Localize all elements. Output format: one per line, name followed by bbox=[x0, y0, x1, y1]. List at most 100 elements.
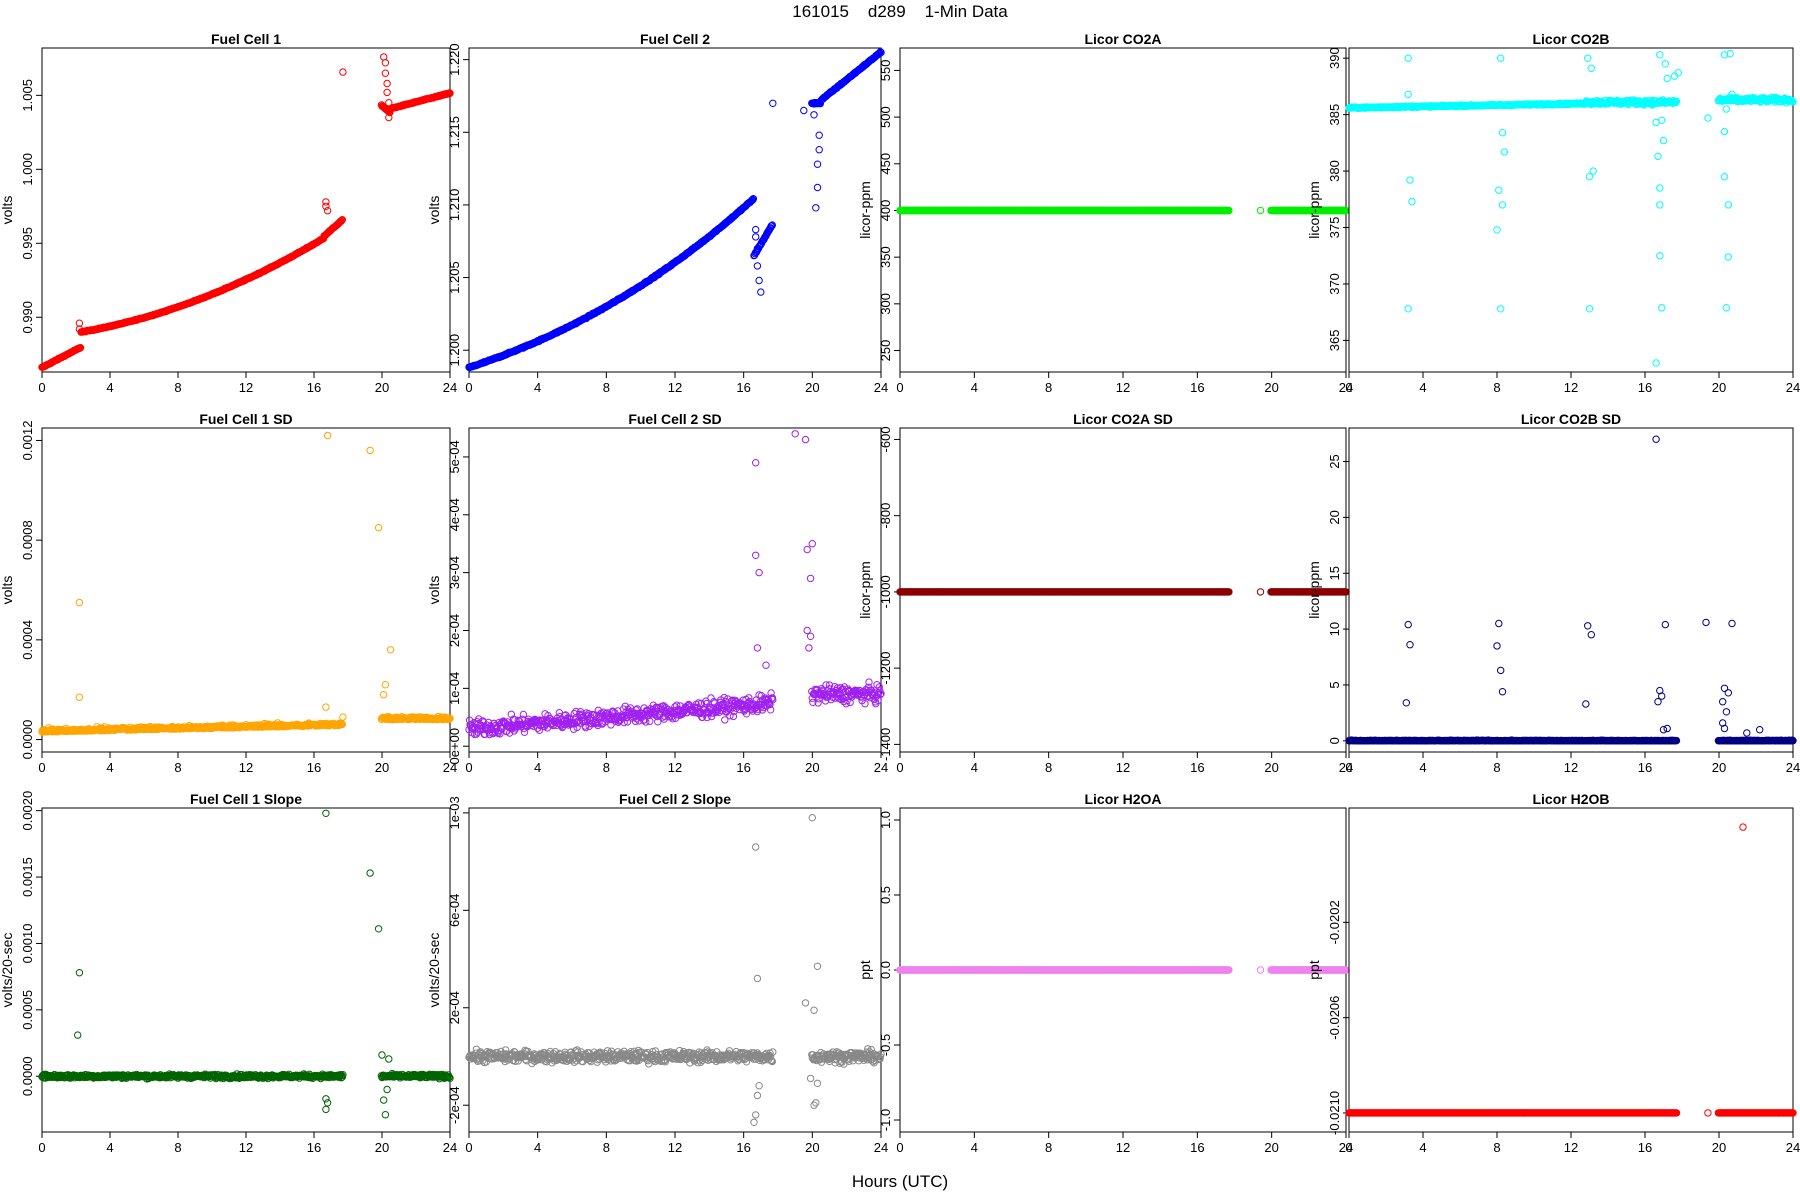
data-point bbox=[1587, 64, 1596, 73]
x-tick-label: 20 bbox=[805, 380, 819, 395]
data-point bbox=[76, 344, 85, 352]
y-tick-label: 0 bbox=[1327, 737, 1342, 744]
y-axis-label: volts bbox=[0, 196, 15, 225]
data-point bbox=[1584, 54, 1592, 62]
x-tick-label: 0 bbox=[38, 760, 45, 775]
data-point bbox=[1498, 201, 1507, 209]
x-tick-label: 8 bbox=[1045, 760, 1052, 775]
series-points bbox=[38, 53, 454, 371]
data-point bbox=[1498, 129, 1507, 137]
data-point bbox=[385, 106, 393, 114]
x-tick-label: 4 bbox=[106, 760, 113, 775]
data-point bbox=[752, 459, 760, 467]
y-tick-label: 0.0004 bbox=[20, 620, 35, 660]
data-point bbox=[800, 106, 808, 115]
series-points bbox=[1345, 435, 1797, 745]
data-point bbox=[1722, 304, 1731, 312]
data-point bbox=[1493, 226, 1501, 234]
data-point bbox=[385, 99, 393, 107]
data-point bbox=[1656, 201, 1664, 209]
x-tick-label: 20 bbox=[375, 760, 389, 775]
data-point bbox=[323, 431, 332, 440]
x-tick-label: 20 bbox=[375, 380, 389, 395]
y-tick-label: 350 bbox=[878, 246, 893, 268]
data-point bbox=[753, 244, 762, 253]
x-tick-label: 0 bbox=[38, 380, 45, 395]
y-axis-label: volts bbox=[0, 576, 15, 605]
x-tick-label: 4 bbox=[106, 380, 113, 395]
data-point bbox=[1704, 114, 1712, 122]
data-point bbox=[1497, 305, 1505, 313]
panel-title: Fuel Cell 1 bbox=[211, 31, 281, 47]
data-point bbox=[757, 288, 765, 296]
plot-frame bbox=[468, 47, 882, 373]
data-point bbox=[1406, 176, 1414, 184]
data-point bbox=[1585, 305, 1594, 313]
data-point bbox=[1404, 305, 1412, 313]
data-point bbox=[752, 233, 760, 241]
x-tick-label: 24 bbox=[443, 380, 457, 395]
y-tick-label: 1.210 bbox=[447, 189, 462, 222]
data-point bbox=[806, 574, 815, 583]
data-point bbox=[812, 204, 820, 212]
y-axis-label: volts bbox=[426, 196, 442, 225]
x-tick-label: 0 bbox=[1345, 380, 1352, 395]
data-point bbox=[815, 146, 823, 154]
x-tick-label: 12 bbox=[668, 380, 682, 395]
x-tick-label: 8 bbox=[1045, 380, 1052, 395]
y-tick-label: -1400 bbox=[878, 728, 893, 761]
data-point bbox=[1404, 54, 1412, 62]
x-tick-label: 8 bbox=[174, 380, 181, 395]
x-tick-label: 24 bbox=[874, 380, 888, 395]
x-tick-label: 20 bbox=[1712, 760, 1726, 775]
y-axis-label: licor-ppm bbox=[857, 181, 873, 239]
data-point bbox=[337, 217, 345, 225]
x-tick-label: 20 bbox=[1264, 760, 1278, 775]
x-tick-label: 0 bbox=[896, 380, 903, 395]
x-tick-label: 16 bbox=[1190, 760, 1204, 775]
data-point bbox=[801, 435, 810, 444]
y-tick-label: -600 bbox=[878, 426, 893, 452]
series-points bbox=[1345, 49, 1797, 367]
panel-title: Fuel Cell 2 bbox=[640, 31, 710, 47]
y-tick-label: 0.0000 bbox=[20, 720, 35, 760]
y-tick-label: 20 bbox=[1327, 510, 1342, 524]
data-point bbox=[1658, 304, 1666, 312]
data-point bbox=[339, 68, 347, 76]
y-axis-label: licor-ppm bbox=[1306, 181, 1322, 239]
y-tick-label: 1e-04 bbox=[447, 672, 462, 705]
y-tick-label: 450 bbox=[878, 153, 893, 175]
data-point bbox=[1652, 359, 1660, 367]
data-point bbox=[769, 99, 777, 108]
x-tick-label: 20 bbox=[1264, 380, 1278, 395]
x-tick-label: 0 bbox=[896, 760, 903, 775]
x-tick-label: 4 bbox=[971, 760, 978, 775]
panel-title: Licor CO2B SD bbox=[1521, 411, 1621, 427]
data-point bbox=[876, 48, 885, 56]
data-point bbox=[755, 568, 763, 577]
y-axis-label: licor-ppm bbox=[857, 561, 873, 619]
x-tick-label: 12 bbox=[1564, 380, 1578, 395]
data-point bbox=[806, 632, 815, 640]
x-tick-label: 16 bbox=[307, 380, 321, 395]
data-point bbox=[1674, 69, 1683, 77]
data-point bbox=[753, 262, 762, 270]
data-point bbox=[755, 276, 763, 285]
data-point bbox=[322, 202, 330, 211]
data-point bbox=[1656, 184, 1664, 192]
figure-title: 161015 d289 1-Min Data bbox=[792, 2, 1008, 21]
x-tick-label: 4 bbox=[534, 760, 541, 775]
data-point bbox=[1663, 74, 1671, 83]
data-point bbox=[75, 693, 84, 701]
data-point bbox=[1724, 201, 1733, 209]
data-point bbox=[1661, 60, 1670, 68]
series-points bbox=[465, 48, 885, 372]
data-point bbox=[762, 661, 770, 669]
data-point bbox=[805, 644, 813, 652]
x-tick-label: 16 bbox=[736, 760, 750, 775]
y-tick-label: -1200 bbox=[878, 652, 893, 685]
data-point bbox=[753, 644, 762, 652]
